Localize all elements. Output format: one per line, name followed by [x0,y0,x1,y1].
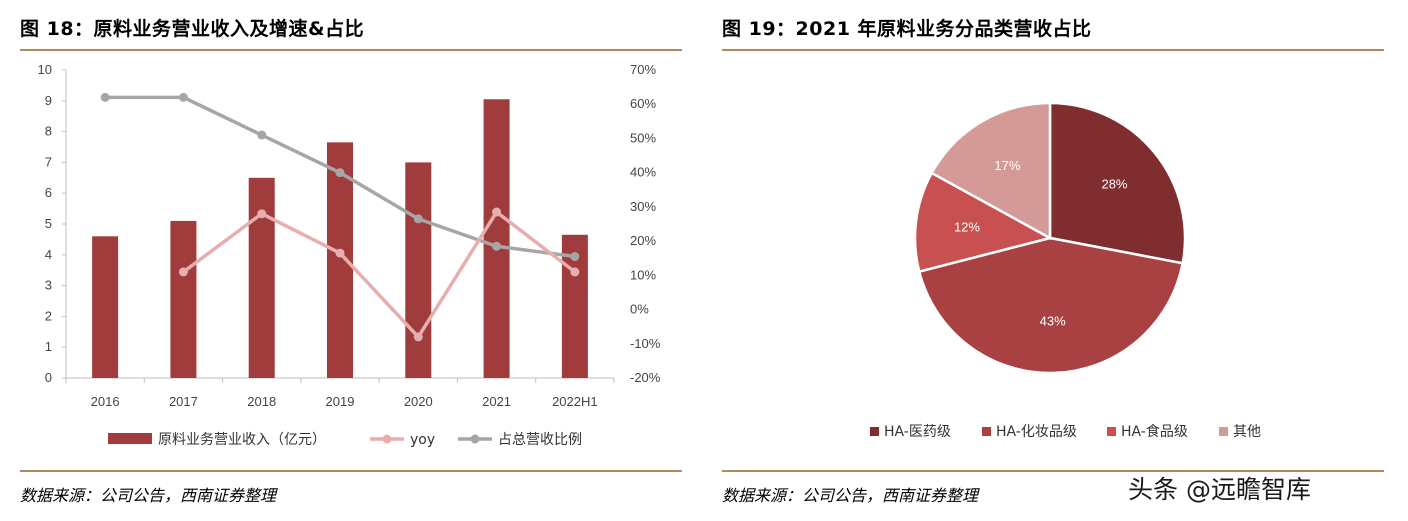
pie-value-label: 12% [954,220,980,235]
pie-slice [930,101,1052,241]
right-axis-tick-label: 70% [630,62,656,77]
yoy-point [413,332,423,342]
yoy-line [182,210,576,339]
pie-slice [917,236,1185,375]
legend-label-revenue: 原料业务营业收入（亿元） [158,432,326,448]
left-figure-panel: 图 18：原料业务营业收入及增速&占比 0 1 2 3 4 5 6 7 8 9 10 -20% -10%… [20,0,682,521]
legend-label-share: 占总营收比例 [498,432,582,448]
left-axis-tick-label: 3 [45,278,52,293]
x-category-label: 2018 [247,394,276,409]
yoy-point [178,267,188,277]
revenue-bar [92,236,119,378]
share-point [257,130,267,140]
revenue-bar [405,162,432,378]
revenue-bar [170,220,197,378]
right-axis-tick-label: 50% [630,130,656,145]
left-axis-tick-label: 6 [45,185,52,200]
revenue-combo-chart: 0 1 2 3 4 5 6 7 8 9 10 -20% -10% 0% 10% 20% 30% 40% 50% 60%… [38,62,661,448]
right-axis-tick-label: 30% [630,199,656,214]
pie-slice [1048,101,1187,265]
right-figure-title: 图 19：2021 年原料业务分品类营收占比 [722,18,1092,40]
x-category-label: 2020 [404,394,433,409]
share-point [492,241,502,251]
share-point [178,92,188,102]
x-category-label: 2016 [91,394,120,409]
pie-legend-label: HA-化妆品级 [996,424,1077,440]
left-axis-tick-label: 1 [45,339,52,354]
right-figure-panel: 图 19：2021 年原料业务分品类营收占比 28% 43% 12% 17% HA-医药… [722,0,1384,521]
revenue-bar [483,99,510,378]
left-bottom-rule [20,470,682,472]
yoy-point [570,267,580,277]
pie-value-label: 28% [1101,177,1127,192]
pie-value-label: 17% [994,158,1020,173]
left-axis-tick-label: 10 [38,62,52,77]
yoy-point [492,207,502,217]
left-axis-tick-label: 7 [45,154,52,169]
x-category-label: 2021 [482,394,511,409]
left-axis-tick-label: 9 [45,93,52,108]
legend-marker-yoy [382,434,392,444]
right-axis-tick-label: -20% [630,370,661,385]
left-axis-tick-label: 8 [45,124,52,139]
x-category-label: 2017 [169,394,198,409]
legend-label-yoy: yoy [410,432,435,448]
pie-legend-label: HA-医药级 [884,424,951,440]
share-point [413,214,423,224]
legend-swatch-revenue [108,433,152,444]
category-pie-chart: 28% 43% 12% 17% HA-医药级 HA-化妆品级 HA-食品级 其他 [870,101,1261,440]
pie-legend-swatch [1107,427,1116,436]
right-axis-tick-label: 10% [630,267,656,282]
pie-legend-swatch [1219,427,1228,436]
right-axis-tick-label: 40% [630,165,656,180]
share-point [570,252,580,262]
left-figure-title: 图 18：原料业务营业收入及增速&占比 [20,18,365,40]
right-axis-tick-label: 60% [630,96,656,111]
pie-legend-swatch [870,427,879,436]
share-point [100,92,110,102]
left-axis-tick-label: 0 [45,370,52,385]
legend-marker-share [470,434,480,444]
pie-legend-label: 其他 [1233,424,1261,440]
left-source-note: 数据来源：公司公告，西南证券整理 [20,486,277,505]
watermark-text: 头条 @远瞻智库 [1128,475,1311,504]
right-bottom-rule [722,470,1384,472]
yoy-point [257,209,267,219]
right-axis-tick-label: 20% [630,233,656,248]
right-source-note: 数据来源：公司公告，西南证券整理 [722,486,979,505]
right-title-rule [722,49,1384,51]
right-axis-tick-label: -10% [630,336,661,351]
pie-legend-swatch [982,427,991,436]
left-title-rule [20,49,682,51]
right-axis-tick-label: 0% [630,302,649,317]
pie-legend-label: HA-食品级 [1121,423,1188,440]
share-point [335,168,345,178]
x-category-label: 2022H1 [552,394,598,409]
yoy-point [335,248,345,258]
revenue-bar [248,177,275,378]
x-category-label: 2019 [326,394,355,409]
left-axis-tick-label: 2 [45,308,52,323]
pie-slice [913,171,1054,274]
left-axis-tick-label: 4 [45,247,52,262]
left-axis-tick-label: 5 [45,216,52,231]
pie-value-label: 43% [1040,314,1066,329]
